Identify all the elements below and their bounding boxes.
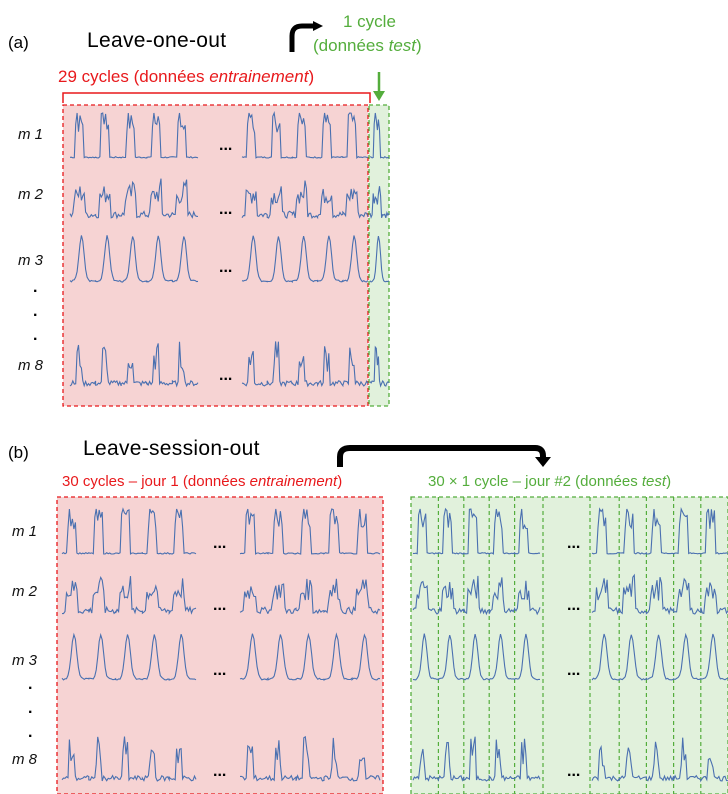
panel-b-row-label: m 3 bbox=[12, 652, 38, 669]
horizontal-ellipsis: ... bbox=[219, 137, 232, 154]
signal-trace bbox=[240, 735, 381, 782]
panel-a-train-label: 29 cycles (données entrainement) bbox=[58, 67, 314, 86]
signal-trace bbox=[241, 341, 369, 388]
horizontal-ellipsis: ... bbox=[213, 535, 226, 552]
signal-trace bbox=[239, 632, 381, 681]
panel-b-label: (b) bbox=[8, 443, 29, 462]
panel-a-test-arrow bbox=[289, 21, 323, 52]
panel-b-test-label: 30 × 1 cycle – jour #2 (données test) bbox=[428, 473, 671, 490]
signal-trace bbox=[69, 341, 199, 388]
signal-trace bbox=[591, 632, 728, 681]
signal-trace bbox=[69, 112, 199, 159]
signal-trace bbox=[69, 178, 199, 220]
signal-trace bbox=[591, 506, 728, 555]
panel-b-transfer-arrow bbox=[337, 445, 546, 467]
horizontal-ellipsis: ... bbox=[213, 597, 226, 614]
signal-trace bbox=[412, 507, 541, 555]
signal-trace bbox=[412, 575, 541, 616]
signal-trace bbox=[239, 578, 381, 616]
signal-trace bbox=[241, 180, 369, 220]
signal-trace bbox=[241, 110, 369, 160]
signal-trace bbox=[591, 573, 728, 616]
panel-b-row-label: m 8 bbox=[12, 751, 38, 768]
horizontal-ellipsis: ... bbox=[213, 763, 226, 780]
horizontal-ellipsis: ... bbox=[219, 201, 232, 218]
signal-trace bbox=[369, 345, 390, 388]
panel-a-row-label: m 2 bbox=[18, 186, 44, 203]
signal-trace bbox=[61, 736, 197, 783]
panel-a-label: (a) bbox=[8, 33, 29, 52]
signal-trace bbox=[412, 736, 541, 782]
panel-a-vertical-dots: . bbox=[33, 327, 37, 344]
panel-b-vertical-dots: . bbox=[28, 724, 32, 741]
horizontal-ellipsis: ... bbox=[567, 597, 580, 614]
panel-a-train-bracket bbox=[62, 92, 371, 103]
signal-trace bbox=[591, 737, 728, 783]
panel-b-train-label: 30 cycles – jour 1 (données entrainement… bbox=[62, 473, 342, 490]
horizontal-ellipsis: ... bbox=[567, 763, 580, 780]
panel-a-vertical-dots: . bbox=[33, 279, 37, 296]
signal-trace bbox=[369, 235, 390, 283]
signal-trace bbox=[412, 633, 540, 681]
horizontal-ellipsis: ... bbox=[213, 662, 226, 679]
panel-a-title: Leave-one-out bbox=[87, 29, 226, 52]
panel-a-row-label: m 3 bbox=[18, 252, 44, 269]
panel-a-test-box bbox=[368, 104, 390, 407]
panel-b-vertical-dots: . bbox=[28, 676, 32, 693]
panel-a-test-line1: 1 cycle bbox=[343, 12, 396, 31]
signal-trace bbox=[69, 235, 199, 283]
panel-a-test-line2: (données test) bbox=[313, 36, 422, 55]
panel-b-title: Leave-session-out bbox=[83, 437, 260, 460]
panel-b-row-label: m 1 bbox=[12, 523, 37, 540]
horizontal-ellipsis: ... bbox=[219, 259, 232, 276]
panel-b-row-label: m 2 bbox=[12, 583, 38, 600]
signal-trace bbox=[369, 186, 390, 220]
horizontal-ellipsis: ... bbox=[567, 535, 580, 552]
panel-a-signals bbox=[69, 110, 390, 388]
panel-a-train-box bbox=[62, 104, 369, 407]
signal-trace bbox=[61, 632, 197, 681]
signal-trace bbox=[239, 508, 381, 555]
panel-a-vertical-dots: . bbox=[33, 303, 37, 320]
panel-b-signals bbox=[61, 506, 728, 783]
horizontal-ellipsis: ... bbox=[567, 662, 580, 679]
signal-trace bbox=[61, 507, 197, 555]
horizontal-ellipsis: ... bbox=[219, 367, 232, 384]
panel-a: (a) Leave-one-out 1 cycle (données test)… bbox=[8, 12, 422, 407]
panel-b: (b) Leave-session-out 30 cycles – jour 1… bbox=[8, 437, 728, 794]
ellipses: .................................... bbox=[213, 137, 580, 780]
panel-b-test-cycle-dividers bbox=[437, 497, 702, 794]
panel-b-vertical-dots: . bbox=[28, 700, 32, 717]
panel-a-row-label: m 8 bbox=[18, 357, 44, 374]
panel-a-row-label: m 1 bbox=[18, 126, 43, 143]
signal-trace bbox=[369, 112, 390, 159]
signal-trace bbox=[62, 575, 197, 615]
signal-trace bbox=[241, 235, 369, 283]
